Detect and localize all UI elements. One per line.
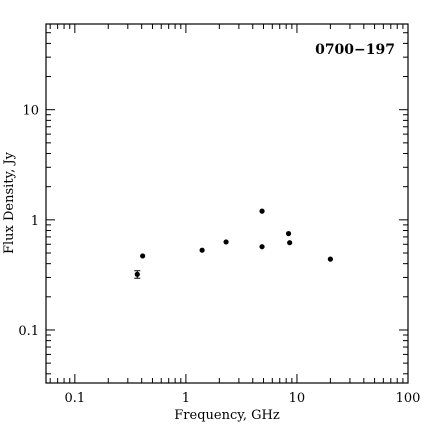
y-tick-label: 1	[31, 214, 39, 229]
data-point	[259, 208, 265, 214]
data-point	[259, 244, 265, 250]
data-points	[134, 208, 333, 279]
data-point	[285, 230, 292, 237]
y-axis-label: Flux Density, Jy	[2, 151, 17, 254]
x-axis-label: Frequency, GHz	[174, 408, 280, 423]
x-tick-label: 0.1	[64, 391, 85, 406]
axis-ticks	[46, 23, 409, 383]
x-tick-label: 1	[182, 391, 190, 406]
y-tick-label: 10	[22, 104, 39, 119]
x-tick-label: 100	[396, 391, 421, 406]
chart-title: 0700−197	[315, 42, 395, 58]
plot-frame	[45, 23, 409, 384]
data-point	[327, 256, 333, 262]
x-tick-label: 10	[289, 391, 306, 406]
tick-labels: 0.1 1 10 100 0.1 1 10	[18, 104, 420, 406]
data-point	[134, 271, 140, 277]
data-point	[140, 253, 146, 259]
data-point	[223, 239, 229, 245]
y-tick-label: 0.1	[18, 324, 39, 339]
data-point	[199, 247, 205, 253]
data-point	[287, 240, 293, 246]
